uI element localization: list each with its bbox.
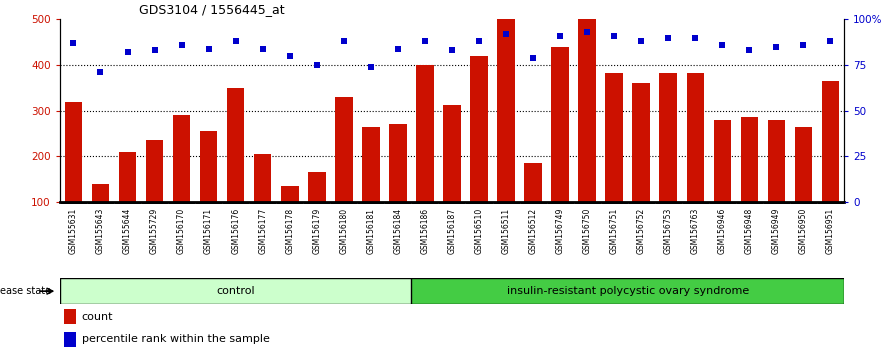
Bar <box>64 102 82 202</box>
Bar <box>173 115 190 202</box>
Bar <box>686 73 704 202</box>
Text: GSM156950: GSM156950 <box>799 208 808 254</box>
Point <box>445 48 459 53</box>
Point <box>174 42 189 48</box>
Text: GSM155643: GSM155643 <box>96 208 105 254</box>
Bar <box>497 19 515 202</box>
Point <box>364 64 378 70</box>
Text: GSM156186: GSM156186 <box>420 208 429 254</box>
Text: GSM155644: GSM155644 <box>123 208 132 254</box>
Text: GSM156176: GSM156176 <box>231 208 241 254</box>
Text: insulin-resistant polycystic ovary syndrome: insulin-resistant polycystic ovary syndr… <box>507 286 749 296</box>
Bar <box>714 120 731 202</box>
Point <box>743 48 757 53</box>
Point <box>310 62 324 68</box>
Bar <box>362 127 380 202</box>
Point <box>93 69 107 75</box>
Text: GSM156180: GSM156180 <box>339 208 348 254</box>
Point <box>202 46 216 51</box>
Point <box>688 35 702 41</box>
Point <box>553 33 567 39</box>
Point <box>472 39 486 44</box>
Text: GSM156179: GSM156179 <box>312 208 322 254</box>
Bar <box>60 278 411 304</box>
Text: GSM156753: GSM156753 <box>663 208 673 254</box>
Text: GDS3104 / 1556445_at: GDS3104 / 1556445_at <box>139 3 285 16</box>
Point <box>769 44 783 50</box>
Point <box>66 40 80 46</box>
Bar <box>92 183 109 202</box>
Bar <box>822 81 840 202</box>
Text: GSM156511: GSM156511 <box>501 208 510 254</box>
Point <box>715 42 729 48</box>
Text: GSM156510: GSM156510 <box>475 208 484 254</box>
Point <box>607 33 621 39</box>
Bar <box>633 83 650 202</box>
Bar <box>63 309 76 324</box>
Text: GSM156946: GSM156946 <box>718 208 727 254</box>
Text: disease state: disease state <box>0 286 51 296</box>
Bar <box>200 131 218 202</box>
Text: GSM156752: GSM156752 <box>637 208 646 254</box>
Bar <box>552 47 569 202</box>
Point <box>662 35 676 41</box>
Text: GSM156512: GSM156512 <box>529 208 537 254</box>
Point <box>147 48 161 53</box>
Bar <box>227 88 244 202</box>
Point <box>580 29 594 35</box>
Point <box>499 31 513 37</box>
Text: GSM156184: GSM156184 <box>394 208 403 254</box>
Point <box>255 46 270 51</box>
Point <box>391 46 405 51</box>
Text: GSM156170: GSM156170 <box>177 208 186 254</box>
Bar <box>443 105 461 202</box>
Bar <box>767 120 785 202</box>
Bar <box>281 186 299 202</box>
Text: GSM156181: GSM156181 <box>366 208 375 254</box>
Text: GSM155729: GSM155729 <box>150 208 159 254</box>
Bar <box>524 163 542 202</box>
Bar <box>660 73 677 202</box>
Text: GSM156948: GSM156948 <box>744 208 754 254</box>
Bar <box>308 172 326 202</box>
Bar <box>335 97 352 202</box>
Bar <box>605 73 623 202</box>
Point <box>526 55 540 61</box>
Bar <box>119 152 137 202</box>
Text: GSM156187: GSM156187 <box>448 208 456 254</box>
Text: GSM156951: GSM156951 <box>826 208 835 254</box>
Bar <box>411 278 844 304</box>
Text: count: count <box>82 312 114 322</box>
Bar <box>145 140 163 202</box>
Text: GSM156178: GSM156178 <box>285 208 294 254</box>
Bar <box>389 124 407 202</box>
Point <box>283 53 297 59</box>
Text: GSM156751: GSM156751 <box>610 208 618 254</box>
Text: GSM156750: GSM156750 <box>582 208 592 254</box>
Text: GSM156749: GSM156749 <box>556 208 565 254</box>
Bar <box>578 19 596 202</box>
Bar <box>254 154 271 202</box>
Point <box>337 39 351 44</box>
Bar <box>795 127 812 202</box>
Bar <box>416 65 433 202</box>
Point <box>824 39 838 44</box>
Point <box>121 50 135 55</box>
Text: control: control <box>217 286 255 296</box>
Text: GSM156177: GSM156177 <box>258 208 267 254</box>
Point <box>418 39 432 44</box>
Text: percentile rank within the sample: percentile rank within the sample <box>82 334 270 344</box>
Point <box>228 39 242 44</box>
Bar <box>741 118 759 202</box>
Bar <box>63 332 76 347</box>
Text: GSM156171: GSM156171 <box>204 208 213 254</box>
Text: GSM156949: GSM156949 <box>772 208 781 254</box>
Bar <box>470 56 488 202</box>
Point <box>796 42 811 48</box>
Text: GSM156763: GSM156763 <box>691 208 700 254</box>
Text: GSM155631: GSM155631 <box>69 208 78 254</box>
Point <box>634 39 648 44</box>
